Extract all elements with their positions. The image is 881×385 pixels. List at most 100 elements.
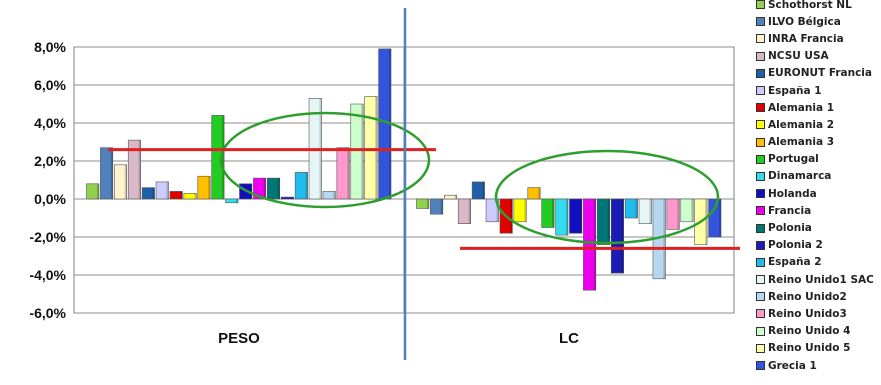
legend-swatch: [756, 361, 765, 371]
legend-swatch: [756, 86, 765, 96]
bar-reino-unido-5-peso: [364, 96, 378, 200]
legend-label: Alemania 1: [768, 101, 834, 114]
bar-shade: [249, 183, 252, 199]
bar-shade: [691, 199, 694, 222]
bar-shade: [96, 183, 99, 199]
legend-label: Reino Unido 5: [768, 342, 851, 355]
y-tick-label: 6,0%: [34, 77, 66, 93]
bar-polonia-2-peso: [280, 196, 294, 200]
legend-swatch: [756, 17, 765, 27]
legend-item: Polonia: [756, 219, 881, 236]
legend-label: NCSU USA: [768, 50, 829, 63]
bar-espa-a-2-peso: [294, 172, 308, 200]
y-tick-label: 0,0%: [34, 191, 66, 207]
legend-swatch: [756, 275, 765, 285]
legend-item: INRA Francia: [756, 30, 881, 47]
legend-item: EURONUT Francia: [756, 65, 881, 82]
bar-portugal-lc: [541, 198, 555, 228]
legend-swatch: [756, 34, 765, 44]
legend-label: Reino Unido2: [768, 290, 847, 303]
bar-espa-a-1-peso: [155, 181, 169, 200]
bar-shade: [208, 176, 211, 199]
legend-swatch: [756, 68, 765, 78]
y-tick-label: 2,0%: [34, 153, 66, 169]
legend-swatch: [756, 343, 765, 353]
bar-portugal-peso: [211, 115, 225, 200]
legend-label: España 2: [768, 256, 822, 269]
bar-schothorst-nl-peso: [86, 183, 100, 200]
bar-shade: [496, 199, 499, 222]
legend-swatch: [756, 51, 765, 61]
bar-shade: [305, 172, 308, 199]
bar-shade: [291, 197, 294, 199]
legend-swatch: [756, 223, 765, 233]
bar-shade: [361, 104, 364, 199]
bar-shade: [719, 199, 721, 237]
legend-item: Alemania 3: [756, 134, 881, 151]
bar-schothorst-nl-lc: [416, 198, 430, 209]
legend-item: Schothorst NL: [756, 0, 881, 13]
legend-label: EURONUT Francia: [768, 67, 872, 80]
legend-swatch: [756, 171, 765, 181]
bar-shade: [705, 199, 708, 245]
legend-label: Alemania 3: [768, 136, 834, 149]
bar-dinamarca-lc: [555, 198, 569, 236]
bar-shade: [347, 147, 350, 199]
legend-item: Reino Unido2: [756, 288, 881, 305]
highlight-ellipse-peso: [219, 111, 431, 209]
bar-espa-a-2-lc: [624, 198, 638, 219]
bar-shade: [552, 199, 555, 228]
bar-shade: [524, 199, 527, 222]
bar-holanda-lc: [569, 198, 583, 234]
bar-shade: [510, 199, 513, 234]
legend-item: Francia: [756, 202, 881, 219]
bar-shade: [277, 178, 280, 199]
bar-shade: [426, 199, 429, 209]
legend-label: Dinamarca: [768, 170, 832, 183]
y-axis-ticks: 8,0% 6,0% 4,0% 2,0% 0,0% -2,0% -4,0% -6,0%: [29, 39, 66, 321]
legend-item: Reino Unido1 SAC: [756, 271, 881, 288]
legend-item: Reino Unido 5: [756, 340, 881, 357]
legend-item: España 1: [756, 82, 881, 99]
bar-ncsu-usa-peso: [127, 139, 141, 200]
bar-alemania-3-peso: [197, 175, 211, 200]
bar-shade: [566, 199, 568, 236]
bar-espa-a-1-lc: [485, 198, 499, 223]
legend-label: Schothorst NL: [768, 0, 852, 11]
bar-shade: [222, 115, 225, 199]
bar-shade: [468, 199, 471, 224]
bar-shade: [440, 199, 443, 215]
bar-polonia-lc: [597, 198, 611, 245]
legend-swatch: [756, 206, 765, 216]
legend-item: Alemania 2: [756, 116, 881, 133]
bar-ilvo-b-lgica-lc: [430, 198, 444, 215]
y-tick-label: 4,0%: [34, 115, 66, 131]
bar-alemania-3-lc: [527, 187, 541, 200]
legend-item: Grecia 1: [756, 357, 881, 374]
bar-shade: [194, 193, 197, 199]
legend-item: Alemania 1: [756, 99, 881, 116]
legend-label: Grecia 1: [768, 359, 817, 372]
legend-label: Portugal: [768, 153, 819, 166]
bar-shade: [180, 191, 183, 199]
y-tick-label: -2,0%: [29, 229, 66, 245]
bar-chart: 8,0% 6,0% 4,0% 2,0% 0,0% -2,0% -4,0% -6,0% PESO…: [29, 8, 740, 360]
legend-swatch: [756, 326, 765, 336]
legend-item: NCSU USA: [756, 48, 881, 65]
bar-shade: [482, 181, 485, 199]
bar-inra-francia-peso: [114, 164, 128, 200]
bar-dinamarca-peso: [225, 198, 239, 204]
bar-ncsu-usa-lc: [457, 198, 471, 225]
legend-label: Polonia: [768, 222, 812, 235]
legend-item: Dinamarca: [756, 168, 881, 185]
bar-francia-lc: [583, 198, 597, 291]
legend-label: Holanda: [768, 187, 817, 200]
legend-label: Reino Unido1 SAC: [768, 273, 874, 286]
bar-shade: [635, 199, 638, 218]
legend-item: Polonia 2: [756, 237, 881, 254]
bar-reino-unido2-peso: [322, 191, 336, 200]
y-tick-label: -4,0%: [29, 267, 66, 283]
legend-item: Reino Unido 4: [756, 323, 881, 340]
bar-shade: [579, 199, 582, 234]
legend-item: España 2: [756, 254, 881, 271]
